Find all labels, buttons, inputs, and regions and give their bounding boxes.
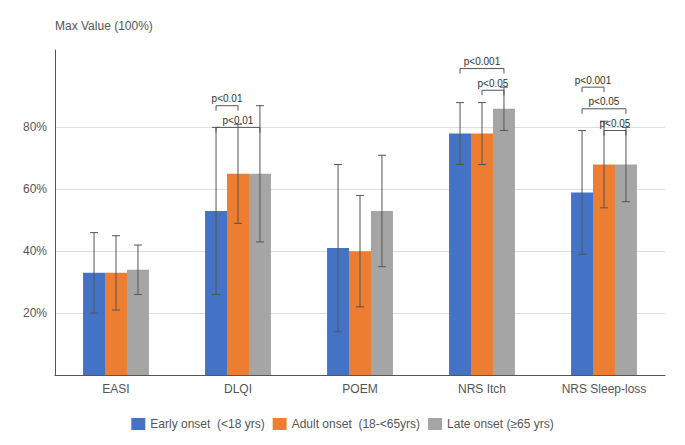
svg-text:p<0.05: p<0.05 [478,78,509,89]
svg-text:80%: 80% [23,120,47,134]
svg-text:Adult onset (18-<65yrs): Adult onset (18-<65yrs) [292,417,420,431]
svg-text:NRS Sleep-loss: NRS Sleep-loss [562,382,647,396]
svg-text:p<0.05: p<0.05 [600,118,631,129]
svg-text:NRS Itch: NRS Itch [458,382,506,396]
svg-text:40%: 40% [23,244,47,258]
svg-text:p<0.001: p<0.001 [575,75,612,86]
svg-text:EASI: EASI [102,382,129,396]
svg-text:p<0.05: p<0.05 [589,96,620,107]
svg-text:60%: 60% [23,182,47,196]
svg-text:p<0.01: p<0.01 [223,115,254,126]
svg-text:p<0.001: p<0.001 [464,56,501,67]
svg-text:Late onset (≥65 yrs): Late onset (≥65 yrs) [447,417,554,431]
svg-text:DLQI: DLQI [224,382,252,396]
svg-text:Early onset (<18 yrs): Early onset (<18 yrs) [150,417,264,431]
svg-text:20%: 20% [23,306,47,320]
svg-text:p<0.01: p<0.01 [212,93,243,104]
svg-text:Max Value (100%): Max Value (100%) [55,19,153,33]
svg-text:POEM: POEM [342,382,377,396]
